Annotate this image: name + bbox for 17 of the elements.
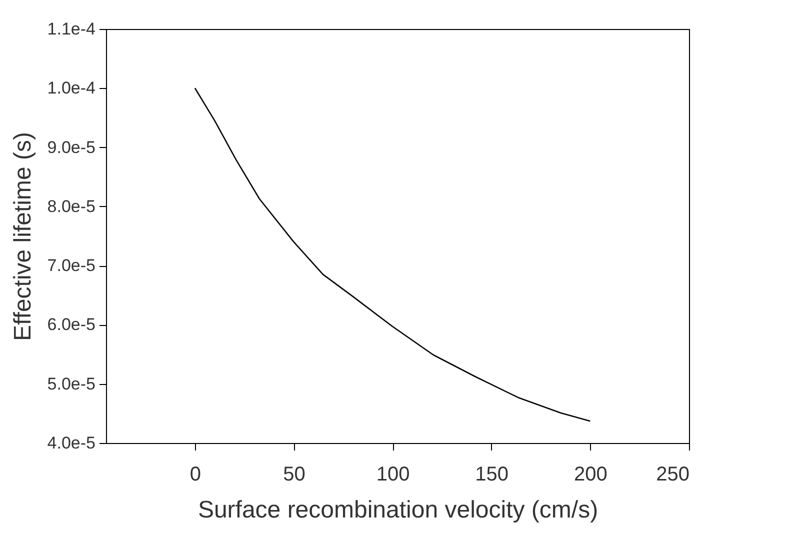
x-tick-label: 50 xyxy=(283,464,306,486)
x-tick-label: 250 xyxy=(656,464,690,486)
y-tick-label: 6.0e-5 xyxy=(47,315,96,334)
y-tick-label: 9.0e-5 xyxy=(47,138,96,157)
x-tick-label: 100 xyxy=(376,464,410,486)
y-tick-label: 1.1e-4 xyxy=(47,20,96,38)
x-axis-title: Surface recombination velocity (cm/s) xyxy=(198,496,598,524)
y-tick-label: 1.0e-4 xyxy=(47,78,96,98)
y-tick-label: 4.0e-5 xyxy=(47,434,96,452)
x-tick-label: 0 xyxy=(190,464,201,486)
y-tick-label: 7.0e-5 xyxy=(47,256,96,276)
y-axis-title: Effective lifetime (s) xyxy=(9,132,36,341)
y-tick-label: 5.0e-5 xyxy=(47,374,96,394)
line-series xyxy=(194,87,591,422)
x-tick-label: 150 xyxy=(475,464,509,486)
y-tick-label: 8.0e-5 xyxy=(47,196,96,216)
x-tick-label: 200 xyxy=(574,464,608,486)
